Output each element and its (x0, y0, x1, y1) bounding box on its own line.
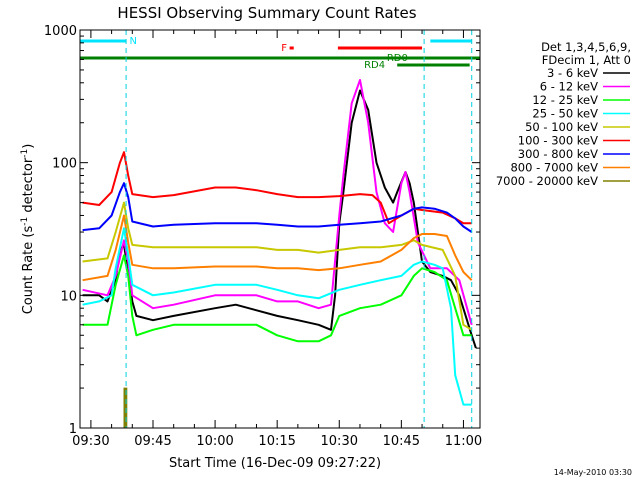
flag-label-rd0: RD0 (387, 53, 408, 64)
count-rate-chart: HESSI Observing Summary Count Rates N F RD… (0, 0, 640, 480)
y-tick-label: 10 (60, 289, 77, 304)
series-3-6-kev (83, 91, 476, 349)
legend-label-25-50-kev: 25 - 50 keV (532, 107, 598, 121)
x-tick-label: 09:45 (134, 434, 171, 449)
flag-label-f: F (281, 43, 287, 54)
legend-label-800-7000-kev: 800 - 7000 keV (510, 161, 598, 175)
legend: Det 1,3,4,5,6,9, FDecim 1, Att 0 3 - 6 k… (496, 40, 631, 188)
y-axis-label-main: Count Rate (s (21, 226, 36, 315)
legend-label-3-6-kev: 3 - 6 keV (547, 66, 598, 80)
flag-label-rd4: RD4 (364, 60, 385, 71)
legend-label-12-25-kev: 12 - 25 keV (532, 93, 598, 107)
x-tick-label: 10:30 (321, 434, 358, 449)
y-tick-label: 1000 (44, 24, 77, 39)
y-tick-label: 100 (52, 157, 77, 172)
legend-label-300-800-kev: 300 - 800 keV (518, 147, 598, 161)
y-axis-label-sup2: -1 (20, 149, 30, 158)
x-tick-label: 09:30 (72, 434, 109, 449)
x-axis: 09:30 09:45 10:00 10:15 10:30 10:45 11:00 (72, 30, 482, 449)
series-300-800-kev (83, 183, 472, 232)
x-tick-label: 10:15 (258, 434, 295, 449)
footer-date: 14-May-2010 03:30 (554, 468, 632, 477)
y-axis-label-end: ) (21, 144, 36, 149)
chart-title: HESSI Observing Summary Count Rates (117, 4, 416, 22)
legend-label-100-300-kev: 100 - 300 keV (518, 134, 598, 148)
legend-header-line1: Det 1,3,4,5,6,9, (541, 40, 631, 54)
x-tick-label: 11:00 (445, 434, 482, 449)
legend-label-7000-20000-kev: 7000 - 20000 keV (496, 174, 598, 188)
legend-header-line2: FDecim 1, Att 0 (542, 53, 631, 67)
legend-label-50-100-kev: 50 - 100 keV (525, 120, 598, 134)
x-tick-label: 10:45 (383, 434, 420, 449)
y-axis-label-sup1: -1 (20, 217, 30, 226)
x-tick-label: 10:00 (196, 434, 233, 449)
legend-label-6-12-kev: 6 - 12 keV (540, 80, 598, 94)
flag-label-n: N (130, 36, 137, 47)
y-axis-label: Count Rate (s-1 detector-1) (20, 144, 36, 315)
y-axis-label-mid: detector (21, 157, 36, 217)
plot-frame (80, 30, 480, 428)
x-axis-label: Start Time (16-Dec-09 09:27:22) (169, 456, 381, 471)
